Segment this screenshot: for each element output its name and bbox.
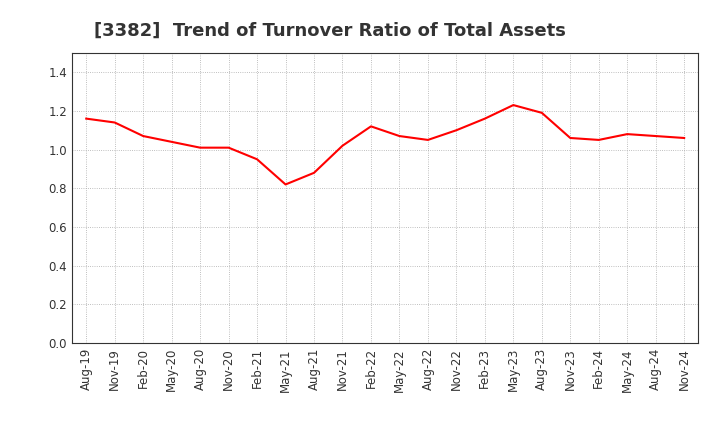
Text: [3382]  Trend of Turnover Ratio of Total Assets: [3382] Trend of Turnover Ratio of Total …	[94, 22, 565, 40]
